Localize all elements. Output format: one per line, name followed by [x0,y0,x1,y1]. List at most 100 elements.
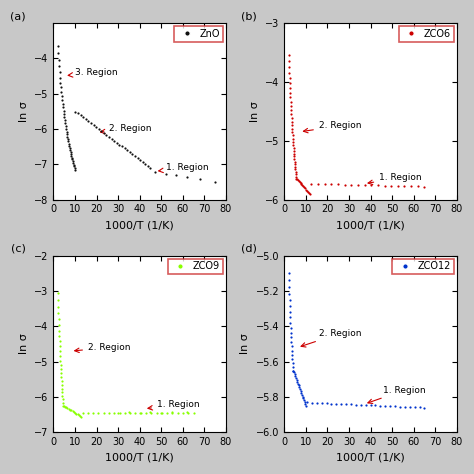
Point [71,164,78,172]
Point [118,143,126,150]
Point [58,377,65,385]
Point [286,74,293,82]
Point [71,409,79,417]
Point [73,410,80,417]
Point [59,402,67,410]
Point [65,142,73,149]
Text: 1. Region: 1. Region [148,401,200,410]
Point [387,182,395,190]
Point [367,182,375,189]
Point [406,403,413,411]
Point [190,409,197,417]
Point [76,412,84,419]
Point [407,182,415,190]
Legend: ZCO6: ZCO6 [399,26,454,42]
Point [58,381,65,389]
Point [296,178,303,186]
Point [84,409,91,417]
Point [285,69,293,77]
Point [337,400,345,408]
Point [146,164,154,172]
Point [342,401,350,408]
Point [89,409,97,417]
Point [55,56,63,64]
Point [59,392,66,400]
Point [295,177,302,185]
Point [63,404,70,411]
Point [58,385,66,392]
Point [183,173,191,181]
Point [292,373,299,380]
Point [288,351,296,359]
Point [293,378,301,385]
Point [56,347,64,355]
Point [286,296,293,304]
Point [300,182,307,190]
Text: 2. Region: 2. Region [303,121,361,133]
Text: (d): (d) [241,244,257,254]
Point [131,152,139,160]
Point [56,68,64,76]
Point [285,283,293,291]
Point [287,102,295,110]
Point [55,303,62,310]
Point [288,110,295,118]
Point [301,183,308,191]
Text: 2. Region: 2. Region [100,124,152,134]
Point [305,189,313,197]
X-axis label: 1000/T (1/K): 1000/T (1/K) [336,220,405,230]
Point [137,156,144,164]
Point [321,180,328,188]
Y-axis label: ln σ: ln σ [250,101,260,121]
Point [82,116,90,123]
Point [297,387,304,395]
Point [60,402,67,410]
Point [108,135,116,143]
Point [70,159,77,167]
Point [103,131,110,138]
Point [123,146,131,154]
Point [300,395,307,402]
Point [69,155,76,163]
Point [420,183,428,191]
Point [55,332,63,340]
Point [147,409,155,417]
Point [100,409,108,417]
Point [386,402,394,410]
Point [289,363,297,371]
Point [290,147,298,155]
Point [228,182,236,189]
Point [153,409,160,417]
Point [75,411,82,419]
Point [289,138,297,146]
Point [80,114,87,121]
Point [414,182,421,190]
Point [114,409,122,417]
Text: 1. Region: 1. Region [368,385,426,403]
Point [105,409,113,417]
Point [285,277,292,284]
Point [296,385,304,393]
Point [291,371,299,378]
Point [298,389,305,397]
Point [352,401,360,409]
Legend: ZnO: ZnO [174,26,223,42]
Point [100,129,108,137]
Text: 1. Region: 1. Region [368,173,422,184]
Point [59,395,66,403]
Point [416,404,423,411]
Point [158,409,165,417]
Point [72,108,79,115]
Point [292,173,300,181]
Point [287,98,294,106]
Point [288,343,295,350]
Point [374,182,382,189]
Point [113,139,120,146]
Point [55,315,63,323]
Point [59,104,67,111]
Point [74,109,82,117]
Y-axis label: ln σ: ln σ [240,334,250,355]
Point [57,374,65,381]
Point [132,409,139,417]
Point [285,64,293,71]
